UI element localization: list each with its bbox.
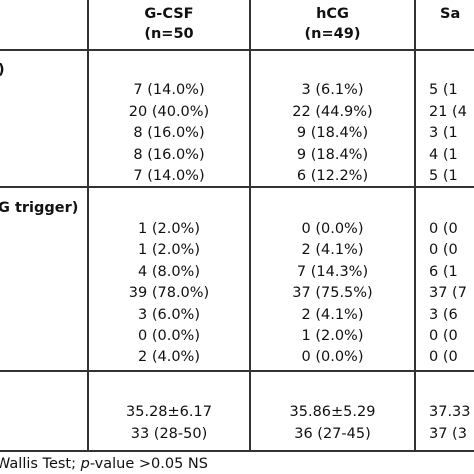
table-cell: 37 (3 — [429, 426, 467, 442]
column-divider — [249, 0, 251, 450]
table-cell: 0 (0 — [429, 221, 458, 237]
table-cell: 9 (18.4%) — [296, 125, 369, 141]
table-cell: 7 (14.0%) — [133, 82, 205, 98]
table-cell: 2 (4.0%) — [138, 349, 200, 366]
table-cell: 0 (0 — [429, 349, 458, 366]
table-cell: 20 (40.0%) — [128, 103, 210, 120]
table-cell: 8 (16.0%) — [133, 146, 205, 163]
table-cell: 35.86±5.29 — [289, 404, 376, 420]
table-cell: 0 (0 — [429, 328, 458, 344]
footnote-text: Wallis Test; — [0, 456, 81, 472]
table-cell: 0 (0.0%) — [138, 328, 200, 344]
column-header: G-CSF — [144, 6, 194, 22]
table-cell: 37.33 — [429, 404, 471, 420]
column-header: hCG — [316, 6, 349, 22]
table-cell: 0 (0.0%) — [301, 221, 364, 237]
table-cell: 0 (0.0%) — [301, 349, 364, 366]
table-cell: 6 (12.2%) — [296, 168, 369, 184]
table-cell: 1 (2.0%) — [138, 242, 200, 259]
table-cell: 33 (28-50) — [130, 426, 208, 442]
footnote-text: -value >0.05 NS — [89, 456, 208, 472]
table-cell: 2 (4.1%) — [301, 242, 364, 259]
table-cell: 37 (7 — [429, 285, 467, 302]
table-cell: 6 (1 — [429, 263, 458, 280]
row-divider — [0, 186, 474, 188]
table-cell: 1 (2.0%) — [301, 328, 364, 344]
row-divider — [0, 450, 474, 452]
row-divider — [0, 370, 474, 372]
table-cell: 4 (1 — [429, 146, 458, 163]
table-cell: 8 (16.0%) — [133, 125, 205, 141]
column-divider — [414, 0, 416, 450]
section-label: G trigger) — [0, 200, 79, 216]
section-label: ) — [0, 60, 5, 80]
footnote: Wallis Test; p-value >0.05 NS — [0, 454, 208, 474]
row-divider — [0, 49, 474, 51]
table-cell: 22 (44.9%) — [292, 103, 373, 120]
table-cell: 7 (14.3%) — [296, 263, 369, 280]
table-cell: 2 (4.1%) — [301, 306, 364, 323]
column-count: (n=49) — [304, 26, 361, 42]
table-cell: 3 (6 — [429, 306, 458, 323]
table-cell: 4 (8.0%) — [138, 263, 200, 280]
table-cell: 1 (2.0%) — [138, 221, 200, 237]
table-cell: 3 (1 — [429, 125, 458, 141]
table-cell: 9 (18.4%) — [296, 146, 369, 163]
table-cell: 36 (27-45) — [294, 426, 371, 442]
table-cell: 7 (14.0%) — [133, 168, 205, 184]
table-cell: 39 (78.0%) — [128, 285, 210, 302]
table-cell: 21 (4 — [429, 103, 467, 120]
table-cell: 35.28±6.17 — [126, 404, 212, 420]
table-cell: 37 (75.5%) — [292, 285, 373, 302]
table-cell: 5 (1 — [429, 168, 458, 184]
column-header: Sa — [440, 6, 461, 22]
footnote-italic: p — [80, 456, 90, 472]
table-cell: 5 (1 — [429, 82, 458, 98]
table-cell: 0 (0 — [429, 242, 458, 259]
table-cell: 3 (6.1%) — [301, 82, 364, 98]
table-cell: 3 (6.0%) — [138, 306, 200, 323]
column-divider — [87, 0, 89, 450]
column-count: (n=50 — [144, 26, 194, 42]
